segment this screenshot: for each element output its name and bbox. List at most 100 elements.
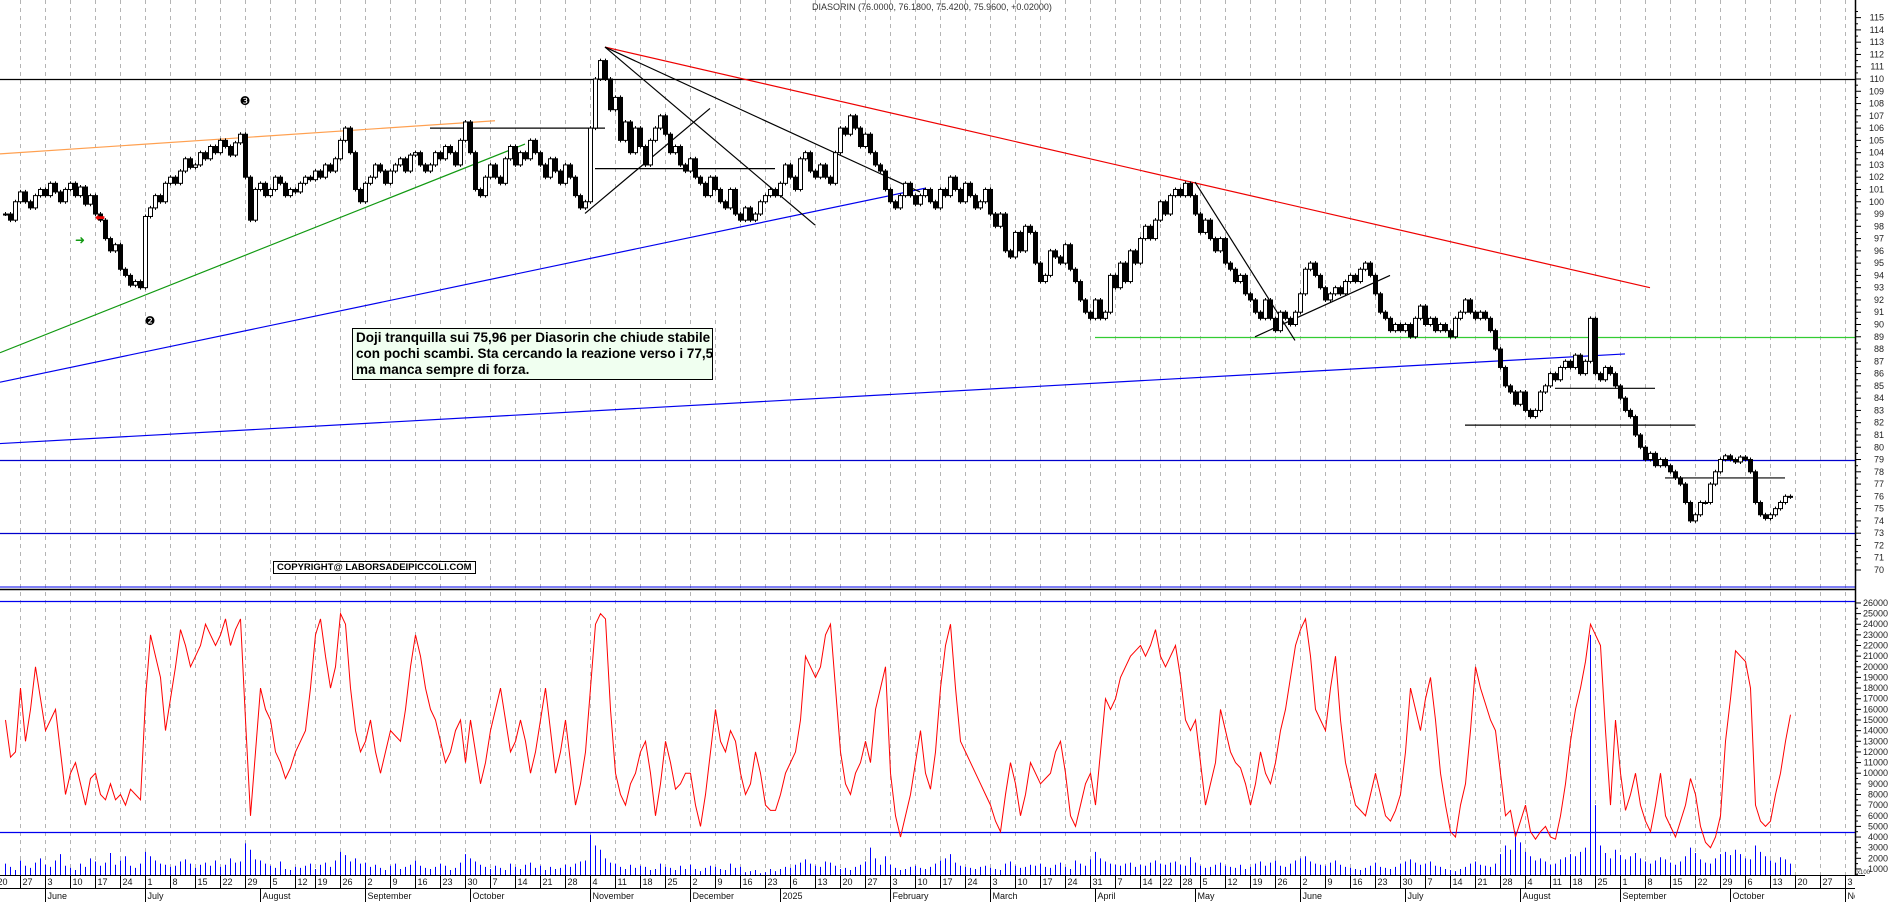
x-tick-label: 10 xyxy=(918,877,928,887)
candle xyxy=(208,146,213,160)
x-tick-label: 30 xyxy=(468,877,478,887)
candle xyxy=(1068,244,1073,270)
candle xyxy=(1153,219,1158,240)
x-tick-label: 3 xyxy=(1848,877,1853,887)
volume-tick-label: 4000 xyxy=(1868,832,1888,842)
candle xyxy=(1403,324,1408,332)
candle xyxy=(173,176,178,184)
x-tick-label: 9 xyxy=(1328,877,1333,887)
candle xyxy=(288,188,293,197)
candle xyxy=(1688,501,1693,522)
x-tick-label: 8 xyxy=(173,877,178,887)
y-tick-label: 90 xyxy=(1874,320,1884,330)
x-tick-label: 7 xyxy=(493,877,498,887)
x-tick-label: 10 xyxy=(73,877,83,887)
candle xyxy=(18,191,23,203)
volume-tick-label: 15000 xyxy=(1863,715,1888,725)
candle xyxy=(733,188,738,215)
x-tick-label: 24 xyxy=(968,877,978,887)
candle xyxy=(918,195,923,205)
x-tick-label: 29 xyxy=(248,877,258,887)
candle xyxy=(23,191,28,203)
volume-panel xyxy=(0,600,1855,875)
candle xyxy=(563,164,568,184)
candle xyxy=(1673,471,1678,479)
candle xyxy=(363,182,368,203)
x-tick-label: 26 xyxy=(1278,877,1288,887)
candle xyxy=(548,158,553,178)
candle xyxy=(933,201,938,209)
candle xyxy=(993,213,998,227)
x-tick-label: 18 xyxy=(643,877,653,887)
y-tick-label: 109 xyxy=(1869,86,1884,96)
x-tick-label: 19 xyxy=(318,877,328,887)
candle xyxy=(243,133,248,178)
candle xyxy=(1503,366,1508,387)
candle xyxy=(1238,274,1243,283)
candle xyxy=(358,188,363,203)
y-tick-label: 84 xyxy=(1874,393,1884,403)
volume-tick-label: 10000 xyxy=(1863,768,1888,778)
candle xyxy=(678,146,683,166)
candle xyxy=(1203,219,1208,233)
candle xyxy=(958,188,963,203)
candle xyxy=(158,195,163,203)
x-tick-label: 28 xyxy=(1503,877,1513,887)
candle xyxy=(653,127,658,141)
candle xyxy=(1358,268,1363,283)
volume-tick-label: 2000 xyxy=(1868,853,1888,863)
candle xyxy=(128,274,133,286)
candle xyxy=(1498,348,1503,368)
candle xyxy=(1003,213,1008,252)
candle xyxy=(138,281,143,289)
candle xyxy=(888,188,893,203)
month-label: September xyxy=(368,891,412,901)
candle xyxy=(98,213,103,221)
candle xyxy=(13,201,18,221)
candle xyxy=(743,207,748,221)
candle xyxy=(568,164,573,178)
x-tick-label: 28 xyxy=(568,877,578,887)
volume-tick-label: 20000 xyxy=(1863,662,1888,672)
x-tick-label: 20 xyxy=(0,877,8,887)
volume-tick-label: 22000 xyxy=(1863,641,1888,651)
candle xyxy=(618,96,623,141)
candle xyxy=(858,127,863,148)
volume-tick-label: 18000 xyxy=(1863,683,1888,693)
candle xyxy=(168,176,173,184)
candle xyxy=(1308,262,1313,270)
x-tick-label: 28 xyxy=(1183,877,1193,887)
candle xyxy=(753,213,758,221)
candle xyxy=(1038,262,1043,283)
candle xyxy=(583,201,588,209)
candle xyxy=(428,164,433,172)
candle xyxy=(1788,495,1793,498)
candle xyxy=(123,268,128,276)
candle xyxy=(1428,317,1433,325)
volume-tick-label: 9000 xyxy=(1868,779,1888,789)
candle xyxy=(1603,366,1608,381)
candle xyxy=(1698,501,1703,516)
candle xyxy=(1348,274,1353,283)
candle xyxy=(1073,268,1078,283)
candle xyxy=(213,146,218,154)
candle xyxy=(333,158,338,172)
candle xyxy=(1318,274,1323,289)
candle xyxy=(73,182,78,197)
candle xyxy=(633,127,638,154)
month-label: August xyxy=(1523,891,1552,901)
candle xyxy=(873,152,878,166)
volume-tick-label: 12000 xyxy=(1863,747,1888,757)
candle xyxy=(938,188,943,209)
x-tick-label: 3 xyxy=(48,877,53,887)
candle xyxy=(498,176,503,184)
candle xyxy=(1493,330,1498,350)
candle xyxy=(303,176,308,184)
candle xyxy=(133,281,138,286)
candle xyxy=(823,164,828,178)
candle xyxy=(1353,274,1358,283)
y-tick-label: 88 xyxy=(1874,344,1884,354)
candle xyxy=(628,121,633,154)
candle xyxy=(1013,231,1018,258)
candle xyxy=(143,215,148,289)
